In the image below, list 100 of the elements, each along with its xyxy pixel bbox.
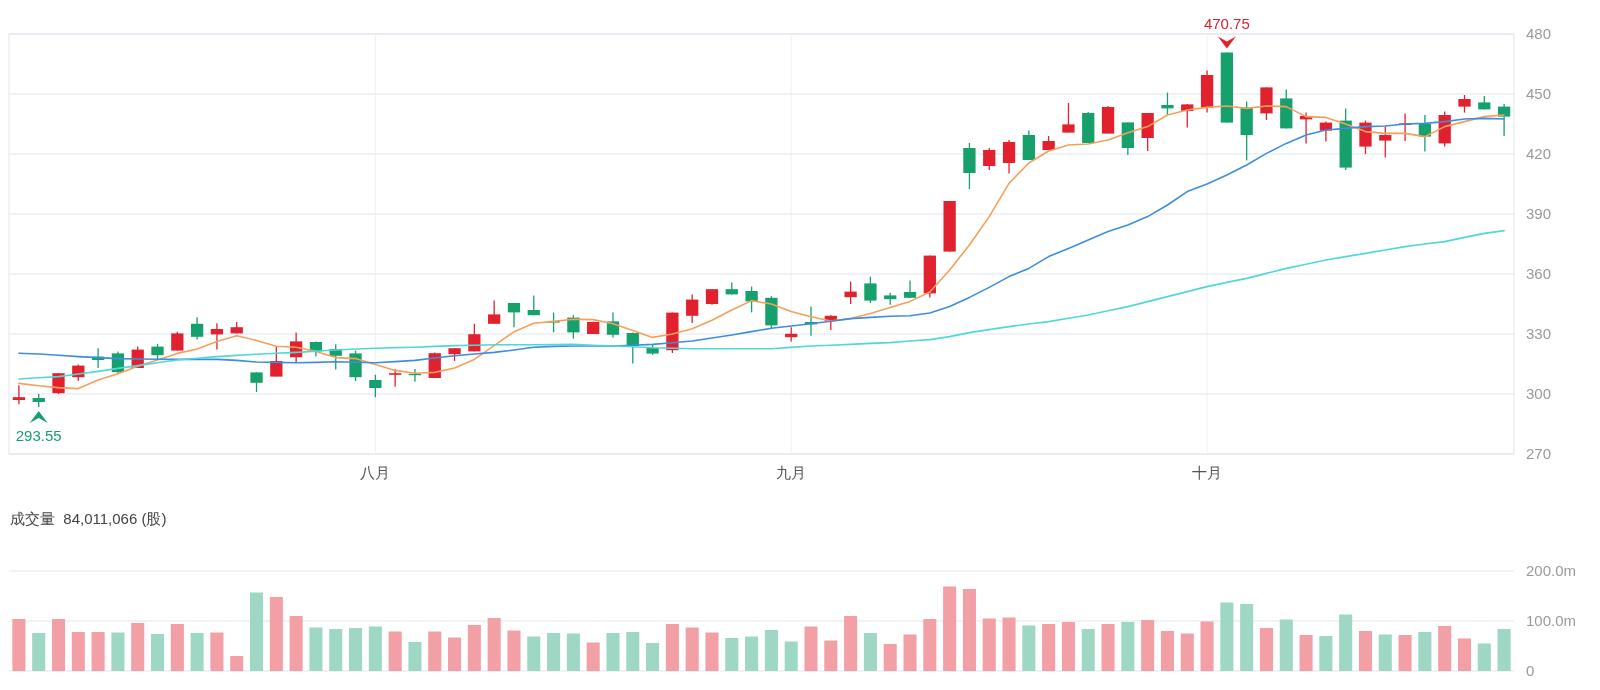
- bar: [1022, 625, 1036, 671]
- bar: [349, 628, 363, 671]
- y-tick-label: 200.0m: [1526, 562, 1577, 579]
- text: 470.75: [1203, 14, 1250, 32]
- bar: [309, 627, 323, 671]
- bar: [170, 624, 184, 671]
- bar: [982, 618, 996, 671]
- bar: [210, 632, 224, 671]
- bar: [1477, 643, 1491, 671]
- bar: [230, 656, 244, 671]
- candlestick: [171, 331, 184, 352]
- y-tick-label: 390: [1526, 205, 1552, 222]
- bar: [1378, 634, 1392, 671]
- bar: [1141, 620, 1155, 671]
- bar: [329, 629, 343, 671]
- annotation: 293.55: [15, 426, 62, 444]
- bar: [1299, 635, 1313, 671]
- candlestick: [983, 147, 996, 171]
- bar: [1240, 604, 1254, 671]
- bar: [764, 630, 778, 671]
- bar: [646, 643, 660, 671]
- bar: [903, 634, 917, 671]
- bar: [824, 640, 838, 671]
- bar: [547, 633, 561, 671]
- bar: [784, 641, 798, 671]
- bar: [1438, 626, 1452, 671]
- candlestick: [1062, 102, 1075, 134]
- candlestick: [210, 322, 224, 351]
- y-tick-label: 100.0m: [1526, 612, 1577, 629]
- candlestick: [250, 371, 263, 393]
- y-tick-label: 270: [1526, 445, 1552, 462]
- bar: [1358, 631, 1373, 671]
- y-tick-label: 360: [1526, 265, 1552, 282]
- y-tick-label: 480: [1526, 25, 1552, 42]
- bar: [51, 619, 66, 671]
- bar: [586, 642, 600, 671]
- bar: [32, 633, 46, 671]
- bar: [705, 632, 719, 671]
- candlestick: [903, 279, 917, 299]
- bar: [368, 626, 382, 671]
- bar: [111, 632, 125, 671]
- bar: [606, 633, 620, 671]
- bar: [1259, 628, 1273, 671]
- bar: [943, 586, 957, 671]
- bar: [91, 632, 105, 671]
- y-tick-label: 420: [1526, 145, 1552, 162]
- x-tick-label: 九月: [776, 464, 807, 481]
- bar: [1081, 629, 1095, 671]
- candlestick: [12, 384, 26, 405]
- bar: [487, 618, 501, 671]
- bar: [1160, 631, 1174, 671]
- candlestick: [488, 299, 501, 325]
- y-tick-label: 300: [1526, 385, 1552, 402]
- bar: [1418, 632, 1432, 671]
- candlestick: [1161, 91, 1174, 116]
- bar: [1121, 622, 1135, 671]
- bar: [1339, 614, 1353, 671]
- bar: [725, 638, 739, 671]
- x-tick-label: 八月: [360, 464, 391, 481]
- bar: [1002, 617, 1016, 671]
- candlestick: [190, 316, 204, 341]
- bar: [1180, 633, 1194, 671]
- bar: [1457, 638, 1472, 671]
- bar: [467, 625, 481, 671]
- candlestick: [864, 275, 877, 304]
- bar: [863, 633, 877, 671]
- candlestick: [1379, 125, 1392, 159]
- y-tick-label: 0: [1526, 662, 1535, 679]
- bar: [448, 637, 462, 671]
- bar: [1101, 624, 1115, 671]
- y-tick-label: 330: [1526, 325, 1552, 342]
- bar: [12, 619, 26, 671]
- bar: [131, 623, 145, 671]
- bar: [507, 630, 521, 671]
- bar: [1061, 622, 1075, 671]
- bar: [566, 633, 580, 671]
- bar: [665, 624, 679, 671]
- bar: [1220, 602, 1234, 671]
- chart-title: 成交量 84,011,066 (股): [10, 510, 167, 527]
- bar: [745, 636, 759, 671]
- bar: [250, 592, 264, 671]
- bar: [388, 631, 402, 671]
- bar: [962, 589, 976, 671]
- x-tick-label: 十月: [1192, 464, 1223, 481]
- bar: [71, 632, 85, 671]
- bar: [844, 616, 858, 671]
- bar: [1200, 621, 1214, 671]
- bar: [685, 627, 699, 671]
- candlestick: [507, 302, 521, 328]
- bar: [1497, 629, 1511, 671]
- candlestick: [270, 345, 283, 378]
- bar: [883, 644, 897, 671]
- bar: [289, 616, 303, 671]
- bar: [527, 636, 541, 671]
- bar: [190, 633, 204, 671]
- candlestick: [745, 285, 758, 314]
- candlestick: [686, 293, 699, 324]
- line-series: [18, 229, 1505, 380]
- bar: [923, 619, 937, 671]
- bar: [408, 642, 422, 671]
